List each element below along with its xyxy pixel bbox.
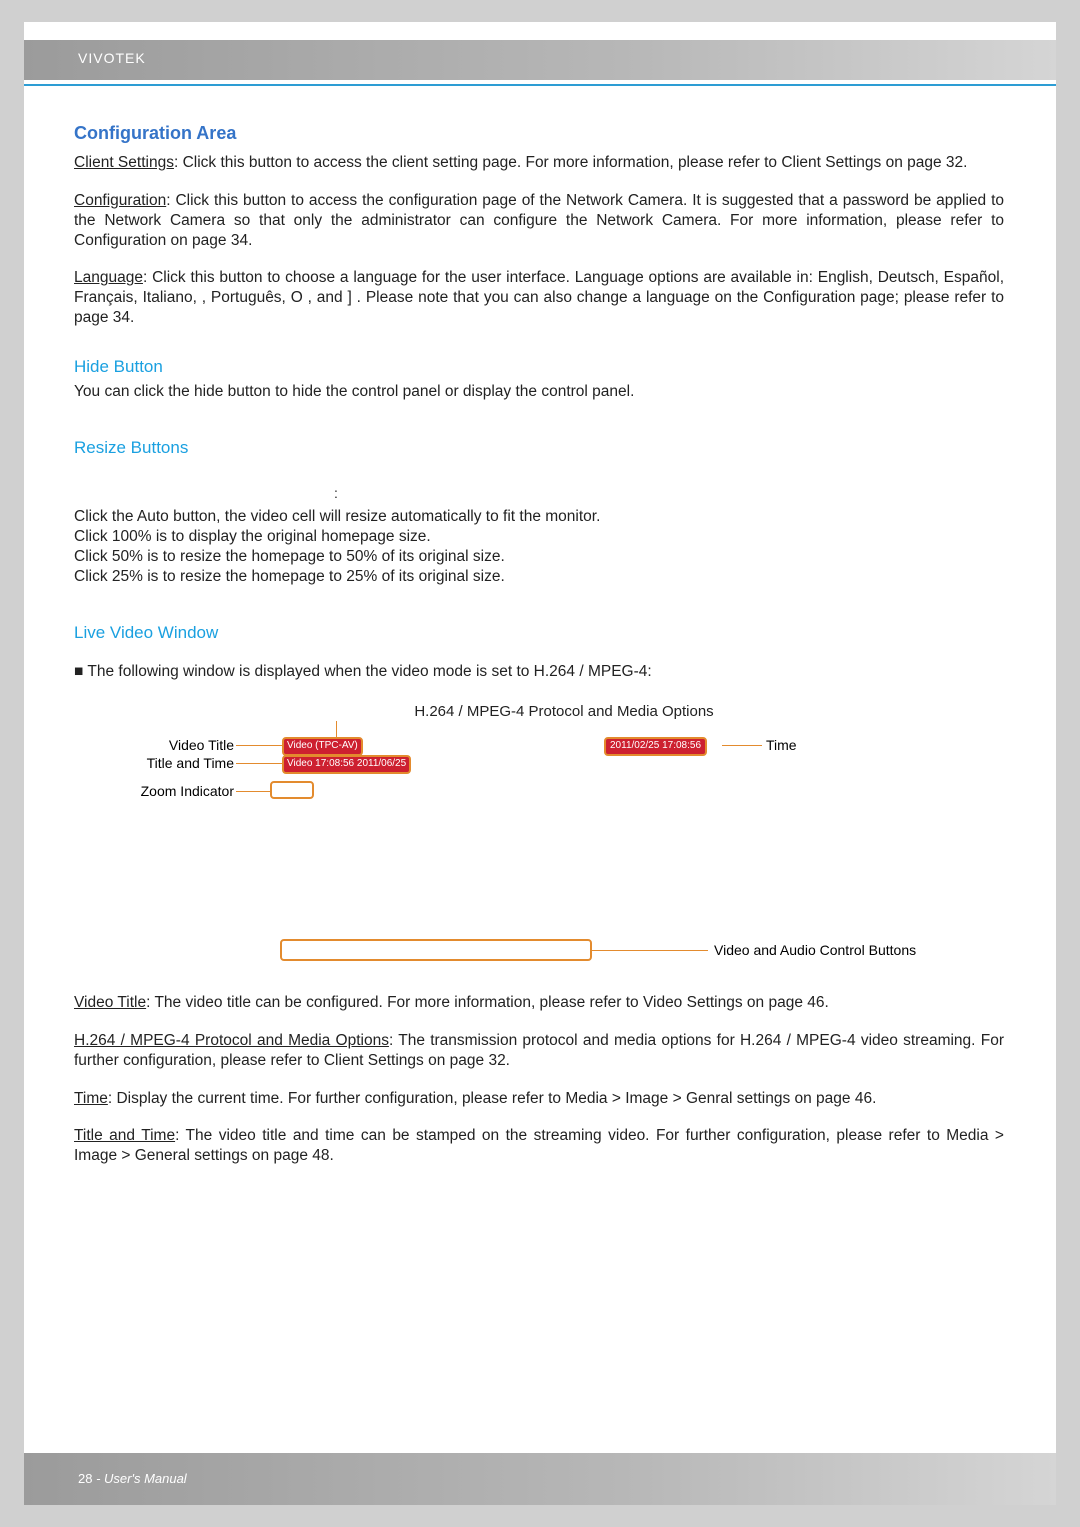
conn-controls xyxy=(592,950,708,951)
language-para: Language: Click this button to choose a … xyxy=(74,268,1004,327)
video-diagram-section: H.264 / MPEG-4 Protocol and Media Option… xyxy=(74,702,1004,987)
client-settings-text: : Click this button to access the client… xyxy=(174,154,968,171)
config-area-title: Configuration Area xyxy=(74,122,1004,145)
content-area: Configuration Area Client Settings: Clic… xyxy=(74,122,1004,1184)
configuration-label: Configuration xyxy=(74,192,166,209)
desc-time-text: : Display the current time. For further … xyxy=(108,1090,877,1107)
desc-video-title-label: Video Title xyxy=(74,994,146,1011)
resize-line-3: Click 50% is to resize the homepage to 5… xyxy=(74,547,1004,567)
footer-page-num: 28 xyxy=(78,1471,92,1486)
language-label: Language xyxy=(74,269,143,286)
overlay-controls-box xyxy=(280,939,592,961)
label-video-title: Video Title xyxy=(124,737,234,755)
configuration-para: Configuration: Click this button to acce… xyxy=(74,191,1004,250)
desc-protocol: H.264 / MPEG-4 Protocol and Media Option… xyxy=(74,1031,1004,1071)
client-settings-para: Client Settings: Click this button to ac… xyxy=(74,153,1004,173)
conn-title-time xyxy=(236,763,282,764)
conn-video-title xyxy=(236,745,282,746)
conn-zoom xyxy=(236,791,270,792)
label-zoom: Zoom Indicator xyxy=(114,783,234,801)
live-video-title: Live Video Window xyxy=(74,622,1004,644)
label-title-time: Title and Time xyxy=(124,755,234,773)
footer-bar: 28 - User's Manual xyxy=(24,1453,1056,1505)
client-settings-label: Client Settings xyxy=(74,154,174,171)
hide-button-title: Hide Button xyxy=(74,356,1004,378)
language-text: : Click this button to choose a language… xyxy=(74,269,1004,326)
desc-title-time-text: : The video title and time can be stampe… xyxy=(74,1127,1004,1164)
header-bar: VIVOTEK xyxy=(24,40,1056,80)
document-page: VIVOTEK Configuration Area Client Settin… xyxy=(24,22,1056,1505)
desc-time-label: Time xyxy=(74,1090,108,1107)
conn-time xyxy=(722,745,762,746)
overlay-time: 2011/02/25 17:08:56 xyxy=(604,737,707,756)
desc-time: Time: Display the current time. For furt… xyxy=(74,1089,1004,1109)
live-video-intro: ■ The following window is displayed when… xyxy=(74,662,1004,682)
video-caption: H.264 / MPEG-4 Protocol and Media Option… xyxy=(124,702,1004,721)
desc-video-title: Video Title: The video title can be conf… xyxy=(74,993,1004,1013)
label-controls: Video and Audio Control Buttons xyxy=(714,942,916,960)
resize-line-1: Click the Auto button, the video cell wi… xyxy=(74,507,1004,527)
desc-protocol-label: H.264 / MPEG-4 Protocol and Media Option… xyxy=(74,1032,389,1049)
resize-buttons-title: Resize Buttons xyxy=(74,437,1004,459)
desc-title-time: Title and Time: The video title and time… xyxy=(74,1126,1004,1166)
brand-text: VIVOTEK xyxy=(78,50,146,66)
desc-title-time-label: Title and Time xyxy=(74,1127,175,1144)
resize-line-2: Click 100% is to display the original ho… xyxy=(74,527,1004,547)
desc-video-title-text: : The video title can be configured. For… xyxy=(146,994,829,1011)
configuration-text: : Click this button to access the config… xyxy=(74,192,1004,249)
hide-button-text: You can click the hide button to hide th… xyxy=(74,382,1004,402)
overlay-title-time: Video 17:08:56 2011/06/25 xyxy=(282,755,411,774)
label-time: Time xyxy=(766,737,797,755)
resize-colon: : xyxy=(334,485,1004,503)
footer-label: - User's Manual xyxy=(92,1471,186,1486)
video-diagram: Video Title Title and Time Zoom Indicato… xyxy=(74,727,1004,987)
overlay-video-title: Video (TPC-AV) xyxy=(282,737,363,756)
resize-line-4: Click 25% is to resize the homepage to 2… xyxy=(74,567,1004,587)
overlay-zoom-box xyxy=(270,781,314,799)
accent-line xyxy=(24,84,1056,86)
